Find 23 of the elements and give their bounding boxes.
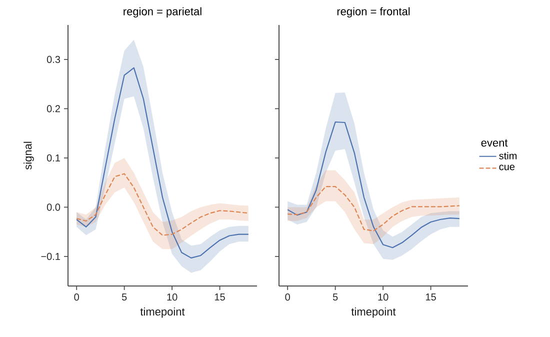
chart-title: region = parietal xyxy=(124,7,202,18)
x-tick-label: 0 xyxy=(285,294,290,301)
line-series xyxy=(76,67,249,258)
y-tick-label: 0.2 xyxy=(46,105,60,112)
y-tick-label: 0.0 xyxy=(46,204,60,211)
chart-title: region = frontal xyxy=(337,7,410,18)
x-tick-label: 10 xyxy=(378,294,388,301)
legend-label: cue xyxy=(499,164,515,170)
y-tick-label: −0.1 xyxy=(41,252,60,260)
x-tick-label: 5 xyxy=(122,294,127,301)
y-tick-label: 0.3 xyxy=(46,56,60,64)
y-axis-title: signal xyxy=(24,142,34,170)
line-series xyxy=(76,173,249,236)
y-tick-label: 0.1 xyxy=(46,154,60,162)
x-axis-title: timepoint xyxy=(351,307,396,318)
x-tick-label: 0 xyxy=(74,294,79,301)
x-tick-label: 15 xyxy=(214,294,225,301)
legend-title: event xyxy=(481,139,508,147)
x-tick-label: 15 xyxy=(426,294,436,301)
x-axis-title: timepoint xyxy=(140,307,185,318)
legend-label: stim xyxy=(499,152,517,160)
x-tick-label: 5 xyxy=(332,294,338,301)
x-tick-label: 10 xyxy=(167,294,178,301)
